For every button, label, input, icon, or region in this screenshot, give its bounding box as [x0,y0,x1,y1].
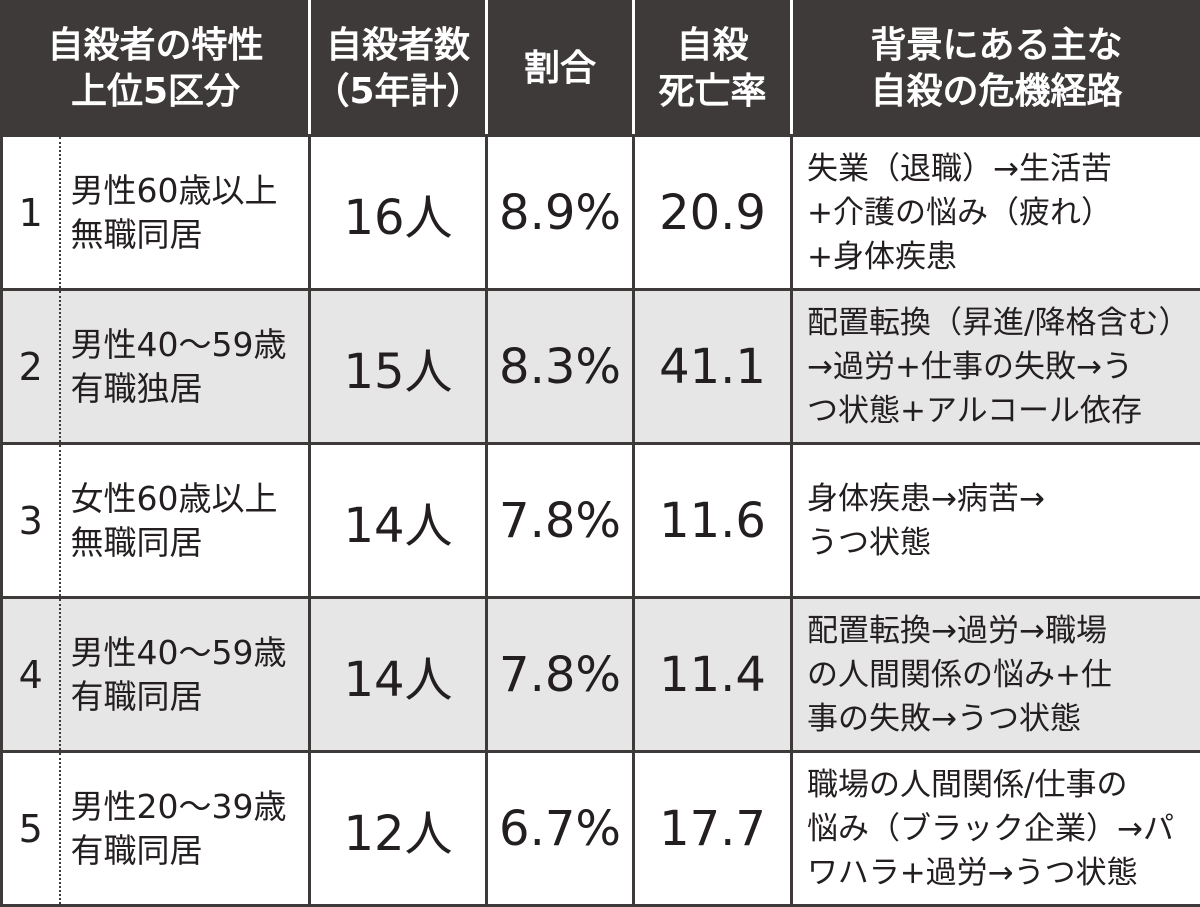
rate-cell: 11.4 [632,596,794,753]
text-line: 男性40〜59歳 [70,632,287,672]
header-row: 自殺者の特性 上位5区分 自殺者数 （5年計） 割合 自殺 死亡率 背景にある主な 自殺の危機経… [0,0,1200,137]
text-line: （5年計） [313,70,483,112]
text-line: うつ状態 [807,524,932,561]
count-cell: 15人 [308,288,489,445]
ratio-cell: 8.3% [485,288,636,445]
text-line: 配置転換（昇進/降格含む） [807,304,1190,341]
table-row: 3 女性60歳以上 無職同居 14人 7.8% 11.6 身体疾患→病苦→ うつ状態 [0,442,1200,599]
header-cell: 自殺者の特性 上位5区分 [0,0,312,137]
ratio-cell: 8.9% [485,134,636,291]
text-line: 職場の人間関係/仕事の [807,766,1128,803]
text-line: 自殺者数 [326,24,471,66]
text-line: 女性60歳以上 [70,478,278,518]
count-cell: 14人 [308,442,489,599]
path-cell: 職場の人間関係/仕事の悩み（ブラック企業）→パ ワハラ+過労→うつ状態 [790,750,1200,907]
text-line: 上位5区分 [70,70,241,112]
count-cell: 12人 [308,750,489,907]
text-line: 有職独居 [70,368,203,408]
text-line: 配置転換→過労→職場 [807,612,1107,649]
text-line: 有職同居 [70,676,203,716]
text-line: +身体疾患 [807,238,957,275]
text-line: 事の失敗→うつ状態 [807,700,1081,737]
rate-cell: 11.6 [632,442,794,599]
ratio-cell: 6.7% [485,750,636,907]
group-cell: 男性40〜59歳 有職独居 [58,288,312,445]
ratio-cell: 7.8% [485,442,636,599]
text-line: 男性40〜59歳 [70,324,287,364]
path-cell: 失業（退職）→生活苦 +介護の悩み（疲れ） +身体疾患 [790,134,1200,291]
text-line: 失業（退職）→生活苦 [807,150,1112,187]
header-cell: 背景にある主な 自殺の危機経路 [790,0,1200,137]
group-cell: 女性60歳以上 無職同居 [58,442,312,599]
path-cell: 配置転換（昇進/降格含む） →過労+仕事の失敗→う つ状態+アルコール依存 [790,288,1200,445]
text-line: 自殺 [676,24,749,66]
count-cell: 14人 [308,596,489,753]
table-row: 2 男性40〜59歳 有職独居 15人 8.3% 41.1 配置転換（昇進/降格含む） →過労… [0,288,1200,445]
text-line: 無職同居 [70,214,203,254]
text-line: 背景にある主な [870,24,1123,66]
rate-cell: 41.1 [632,288,794,445]
header-cell: 自殺者数 （5年計） [308,0,489,137]
text-line: 自殺者の特性 [47,24,264,66]
text-line: →過労+仕事の失敗→う [807,348,1133,385]
text-line: +介護の悩み（疲れ） [807,194,1112,231]
ratio-cell: 7.8% [485,596,636,753]
text-line: 身体疾患→病苦→ [807,480,1045,517]
text-line: ワハラ+過労→うつ状態 [807,854,1138,891]
text-line: 悩み（ブラック企業）→パ [807,810,1174,847]
rate-cell: 20.9 [632,134,794,291]
rank-cell: 1 [0,134,61,291]
text-line: 自殺の危機経路 [870,70,1123,112]
path-cell: 身体疾患→病苦→ うつ状態 [790,442,1200,599]
count-cell: 16人 [308,134,489,291]
group-cell: 男性60歳以上 無職同居 [58,134,312,291]
text-line: 有職同居 [70,830,203,870]
rate-cell: 17.7 [632,750,794,907]
text-line: 男性20〜39歳 [70,786,287,826]
group-cell: 男性20〜39歳 有職同居 [58,750,312,907]
table-row: 5 男性20〜39歳 有職同居 12人 6.7% 17.7 職場の人間関係/仕事の 悩み（ブラ… [0,750,1200,907]
rank-cell: 3 [0,442,61,599]
text-line: 男性60歳以上 [70,170,278,210]
header-cell: 割合 [485,0,636,137]
text-line: の人間関係の悩み+仕 [807,656,1112,693]
text-line: 割合 [524,47,597,89]
rank-cell: 5 [0,750,61,907]
path-cell: 配置転換→過労→職場 の人間関係の悩み+仕 事の失敗→うつ状態 [790,596,1200,753]
table-row: 1 男性60歳以上 無職同居 16人 8.9% 20.9 失業（退職）→生活苦 +介護の悩み（… [0,134,1200,291]
group-cell: 男性40〜59歳 有職同居 [58,596,312,753]
header-cell: 自殺 死亡率 [632,0,794,137]
text-line: 死亡率 [658,70,767,112]
text-line: 無職同居 [70,522,203,562]
rank-cell: 2 [0,288,61,445]
rank-cell: 4 [0,596,61,753]
table-row: 4 男性40〜59歳 有職同居 14人 7.8% 11.4 配置転換→過労→職場 の人間関係の… [0,596,1200,753]
text-line: つ状態+アルコール依存 [807,392,1143,429]
